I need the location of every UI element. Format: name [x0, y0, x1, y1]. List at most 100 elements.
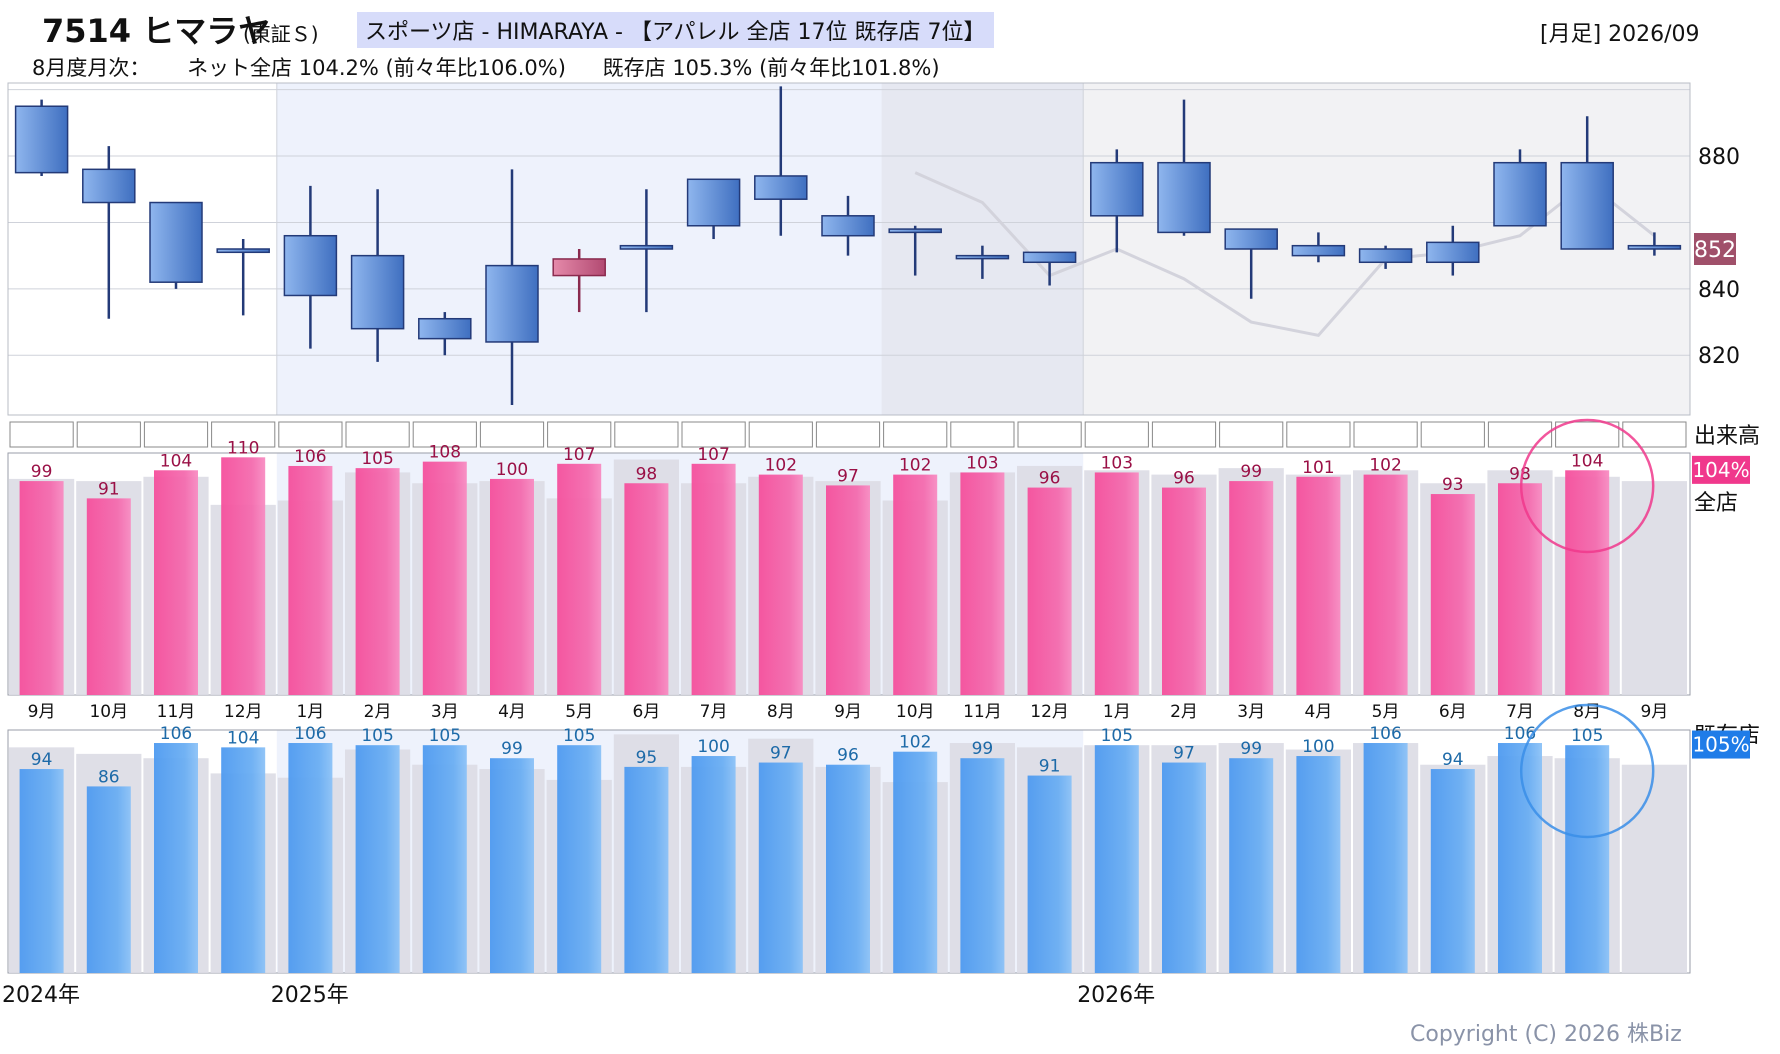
all-store-bar: [1565, 470, 1610, 695]
candle-body: [149, 201, 203, 283]
all-store-pct-tag: [1692, 455, 1750, 484]
existing-store-value-label: 106: [294, 724, 326, 744]
candle-body: [888, 228, 942, 234]
existing-store-value-label: 100: [1302, 737, 1334, 757]
latest-all-store-highlight: [1519, 418, 1655, 554]
candle-body: [1560, 161, 1614, 250]
existing-store-value-label: 106: [160, 724, 192, 744]
candle-body: [1627, 244, 1682, 250]
existing-store-value-label: 86: [98, 767, 120, 787]
volume-cell: [211, 421, 276, 448]
summary-prefix: 8月度月次：: [32, 56, 151, 80]
month-tick-label: 5月: [565, 702, 593, 722]
all-store-value-label: 96: [1173, 469, 1195, 489]
month-tick-label: 4月: [498, 702, 526, 722]
all-store-bar: [1363, 474, 1408, 695]
all-store-bar: [422, 461, 467, 695]
period-label: [月足] 2026/09: [1540, 22, 1700, 47]
all-store-bar: [1229, 481, 1274, 695]
existing-store-value-label: 102: [899, 733, 931, 753]
stock-title: 7514 ヒマラヤ: [42, 12, 271, 50]
all-store-value-label: 103: [966, 453, 998, 473]
all-store-bar: [1027, 487, 1072, 695]
all-store-value-label: 100: [496, 460, 528, 480]
existing-store-bar: [893, 751, 938, 973]
candle-body: [552, 258, 606, 277]
all-store-bar: [893, 474, 938, 695]
month-tick-label: 2月: [1170, 702, 1198, 722]
all-store-bar: [355, 468, 400, 695]
existing-store-bar: [1430, 769, 1475, 973]
year-label: 2025年: [271, 983, 349, 1008]
moving-average-line: [914, 171, 1656, 337]
existing-store-value-label: 106: [1369, 724, 1401, 744]
all-store-bar: [826, 485, 870, 695]
volume-cell: [479, 421, 545, 448]
all-store-value-label: 104: [160, 451, 192, 471]
existing-store-value-label: 94: [31, 750, 53, 770]
month-tick-label: 9月: [834, 702, 862, 722]
all-store-bar: [960, 472, 1005, 695]
all-store-value-label: 103: [1101, 453, 1133, 473]
existing-store-bar: [355, 745, 400, 973]
candle-body: [1358, 248, 1413, 264]
candle-body: [686, 178, 741, 227]
existing-store-bar: [624, 766, 669, 973]
volume-cell: [1420, 421, 1485, 448]
year-label: 2024年: [2, 983, 80, 1008]
all-store-bar: [19, 481, 64, 695]
price-tick-label: 840: [1698, 278, 1740, 303]
month-tick-label: 11月: [157, 702, 196, 722]
volume-cell: [1353, 421, 1418, 448]
month-tick-label: 12月: [1030, 702, 1069, 722]
all-store-value-label: 106: [294, 447, 326, 467]
candle-body: [1022, 251, 1077, 264]
candle-body: [1493, 161, 1547, 227]
existing-store-value-label: 97: [1173, 744, 1195, 764]
all-store-value-label: 91: [98, 479, 120, 499]
volume-cell: [143, 421, 209, 448]
existing-store-bar: [1296, 756, 1341, 973]
existing-store-bar: [1565, 745, 1610, 973]
existing-store-bar: [826, 764, 870, 973]
candle-body: [821, 215, 875, 237]
latest-existing-store-highlight: [1519, 703, 1655, 839]
existing-store-bar: [86, 786, 131, 973]
candle-body: [485, 264, 539, 343]
candle-body: [82, 168, 136, 204]
month-tick-label: 6月: [1439, 702, 1467, 722]
existing-store-value-label: 99: [1240, 739, 1262, 759]
all-store-value-label: 101: [1302, 458, 1334, 478]
existing-store-value-label: 97: [770, 744, 792, 764]
volume-cell: [1286, 421, 1351, 448]
all-store-value-label: 93: [1442, 475, 1464, 495]
all-store-year-2025-band: [276, 453, 1084, 695]
market-label: (東証Ｓ): [243, 22, 319, 46]
all-store-bar: [1498, 483, 1542, 695]
existing-store-prev-year-bar: [1621, 764, 1687, 973]
existing-store-value-label: 99: [972, 739, 994, 759]
volume-cell: [1151, 421, 1217, 448]
volume-cell: [412, 421, 477, 448]
existing-store-bar: [288, 743, 333, 973]
existing-store-bar: [221, 747, 266, 973]
candle-body: [619, 244, 674, 250]
month-tick-label: 5月: [1372, 702, 1400, 722]
month-tick-label: 8月: [767, 702, 795, 722]
volume-cell: [278, 421, 343, 448]
candle-body: [1090, 161, 1144, 217]
month-tick-label: 3月: [431, 702, 459, 722]
volume-cell: [950, 421, 1015, 448]
volume-cell: [1084, 421, 1149, 448]
all-store-bar: [1430, 494, 1475, 695]
month-tick-label: 7月: [1506, 702, 1534, 722]
existing-store-bar: [422, 745, 467, 973]
volume-cell: [1017, 421, 1082, 448]
candle-body: [1426, 241, 1480, 264]
all-store-value-label: 98: [1509, 464, 1531, 484]
price-tick-label: 820: [1698, 344, 1740, 369]
candle-body: [283, 234, 338, 297]
all-store-value-label: 96: [1039, 469, 1061, 489]
all-store-value-label: 105: [361, 449, 393, 469]
volume-cell: [1555, 421, 1620, 448]
